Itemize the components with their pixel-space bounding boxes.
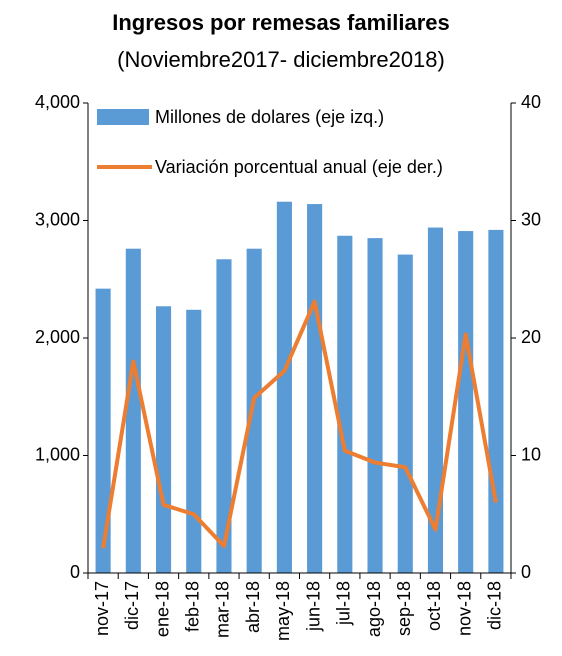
line — [101, 299, 498, 549]
bar — [246, 248, 262, 573]
y2-tick-label: 10 — [521, 444, 541, 464]
bar — [125, 248, 141, 573]
y-tick-label: 1,000 — [35, 444, 80, 464]
y-tick-label: 0 — [70, 562, 80, 582]
bar — [186, 309, 202, 573]
x-tick-label: nov-17 — [92, 581, 112, 636]
y-tick-label: 2,000 — [35, 327, 80, 347]
x-tick-label: ene-18 — [152, 581, 172, 637]
x-tick-label: nov-18 — [454, 581, 474, 636]
chart-title: Ingresos por remesas familiares — [112, 10, 450, 35]
legend-label: Millones de dolares (eje izq.) — [155, 107, 385, 127]
y2-tick-label: 40 — [521, 92, 541, 112]
x-tick-label: oct-18 — [424, 581, 444, 631]
bar — [458, 231, 474, 573]
bar — [397, 254, 413, 573]
bar — [95, 288, 111, 573]
y2-tick-label: 30 — [521, 209, 541, 229]
chart-subtitle: (Noviembre2017- diciembre2018) — [117, 47, 445, 72]
bar — [276, 201, 292, 573]
x-tick-label: abr-18 — [243, 581, 263, 633]
bar — [367, 238, 383, 573]
x-tick-label: sep-18 — [394, 581, 414, 636]
x-tick-label: may-18 — [273, 581, 293, 641]
x-tick-label: feb-18 — [183, 581, 203, 632]
bar — [427, 227, 444, 574]
legend-label: Variación porcentual anual (eje der.) — [155, 157, 443, 177]
x-tick-label: jun-18 — [303, 581, 323, 632]
bar — [337, 235, 353, 573]
x-tick-label: dic-18 — [485, 581, 505, 630]
bar — [216, 259, 232, 573]
x-tick-label: ago-18 — [364, 581, 384, 637]
x-tick-label: dic-17 — [122, 581, 142, 630]
bar — [155, 306, 172, 573]
x-tick-label: mar-18 — [213, 581, 233, 638]
bar — [488, 229, 504, 573]
y-tick-label: 4,000 — [35, 92, 80, 112]
y2-tick-label: 0 — [521, 562, 531, 582]
x-tick-label: jul-18 — [334, 581, 354, 626]
legend-swatch — [97, 109, 149, 125]
bar — [307, 204, 323, 574]
y-tick-label: 3,000 — [35, 209, 80, 229]
y2-tick-label: 20 — [521, 327, 541, 347]
